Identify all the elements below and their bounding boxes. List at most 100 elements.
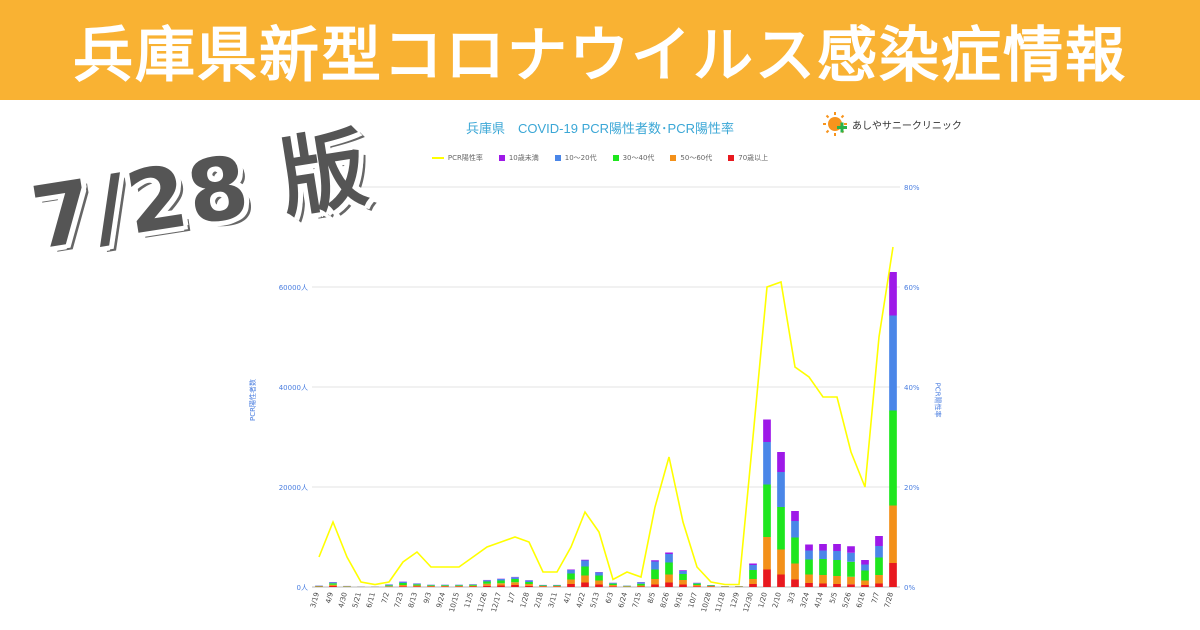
bar-segment bbox=[567, 584, 575, 587]
x-tick-label: 4/22 bbox=[575, 591, 587, 608]
bar-segment bbox=[483, 583, 491, 586]
y-tick-label-right: 60% bbox=[904, 284, 920, 292]
bar-segment bbox=[651, 560, 659, 562]
bar-segment bbox=[469, 584, 477, 586]
bar-segment bbox=[889, 505, 897, 563]
bar-segment bbox=[749, 570, 757, 579]
bar-segment bbox=[567, 570, 575, 574]
bar-segment bbox=[651, 561, 659, 570]
x-tick-label: 11/18 bbox=[714, 591, 727, 613]
bar-segment bbox=[455, 584, 463, 586]
bar-segment bbox=[693, 582, 701, 584]
banner-title: 兵庫県新型コロナウイルス感染症情報 bbox=[73, 20, 1127, 91]
bar-segment bbox=[791, 537, 799, 564]
bar-segment bbox=[609, 582, 617, 584]
bar-segment bbox=[679, 570, 687, 571]
bar-segment bbox=[637, 582, 645, 584]
bar-segment bbox=[833, 560, 841, 576]
clinic-logo: あしやサニークリニック bbox=[822, 110, 962, 138]
bar-segment bbox=[749, 563, 757, 565]
bar-segment bbox=[511, 577, 519, 579]
bar-segment bbox=[847, 561, 855, 577]
bar-segment bbox=[441, 586, 449, 587]
clinic-name: あしやサニークリニック bbox=[852, 120, 962, 132]
bar-segment bbox=[777, 472, 785, 507]
bar-segment bbox=[861, 570, 869, 581]
bar-segment bbox=[637, 583, 645, 586]
bar-segment bbox=[763, 537, 771, 570]
bar-segment bbox=[427, 584, 435, 586]
bar-segment bbox=[889, 315, 897, 411]
bar-segment bbox=[413, 583, 421, 585]
x-tick-label: 1/20 bbox=[757, 591, 769, 608]
bar-segment bbox=[875, 583, 883, 587]
bar-segment bbox=[861, 560, 869, 565]
bar-segment bbox=[595, 572, 603, 576]
bar-segment bbox=[525, 580, 533, 582]
x-tick-label: 3/24 bbox=[799, 591, 811, 609]
bar-segment bbox=[553, 585, 561, 586]
bar-segment bbox=[805, 550, 813, 560]
bar-segment bbox=[819, 575, 827, 584]
bar-segment bbox=[413, 584, 421, 586]
bar-segment bbox=[427, 585, 435, 586]
x-tick-label: 2/18 bbox=[533, 591, 545, 608]
bar-segment bbox=[483, 580, 491, 582]
bar-segment bbox=[665, 562, 673, 575]
bar-segment bbox=[805, 544, 813, 551]
bar-segment bbox=[847, 552, 855, 562]
x-tick-label: 3/3 bbox=[786, 591, 797, 604]
legend-swatch bbox=[498, 155, 505, 161]
legend-label: 70歳以上 bbox=[738, 154, 769, 162]
bar-segment bbox=[329, 586, 337, 587]
bar-segment bbox=[749, 579, 757, 584]
bar-segment bbox=[665, 552, 673, 554]
bar-segment bbox=[861, 580, 869, 585]
x-tick-label: 7/15 bbox=[631, 591, 643, 608]
bar-segment bbox=[399, 586, 407, 587]
legend-label: PCR陽性率 bbox=[447, 154, 483, 162]
bar-segment bbox=[497, 580, 505, 584]
x-tick-label: 3/19 bbox=[309, 591, 321, 608]
bar-segment bbox=[469, 584, 477, 585]
bar-segment bbox=[623, 585, 631, 587]
bar-segment bbox=[413, 585, 421, 587]
bar-segment bbox=[777, 574, 785, 587]
bar-segment bbox=[609, 585, 617, 587]
bar-segment bbox=[847, 584, 855, 587]
bar-segment bbox=[679, 584, 687, 587]
legend-item: PCR陽性率 bbox=[431, 153, 483, 163]
bar-segment bbox=[889, 563, 897, 587]
legend-label: 10～20代 bbox=[564, 154, 597, 162]
bar-segment bbox=[833, 551, 841, 560]
legend-swatch bbox=[554, 155, 561, 161]
bar-segment bbox=[693, 585, 701, 587]
bar-segment bbox=[791, 563, 799, 580]
x-tick-label: 1/7 bbox=[506, 591, 517, 604]
bar-segment bbox=[329, 584, 337, 586]
bar-segment bbox=[819, 559, 827, 575]
header-banner: 兵庫県新型コロナウイルス感染症情報 bbox=[0, 0, 1200, 100]
bar-segment bbox=[399, 581, 407, 583]
bar-segment bbox=[637, 585, 645, 587]
bar-segment bbox=[763, 484, 771, 537]
bar-segment bbox=[511, 582, 519, 585]
bar-segment bbox=[861, 564, 869, 571]
bar-segment bbox=[581, 559, 589, 561]
bar-segment bbox=[483, 585, 491, 587]
x-tick-label: 6/24 bbox=[617, 591, 629, 609]
legend-swatch bbox=[670, 155, 677, 161]
bar-segment bbox=[665, 574, 673, 583]
x-tick-label: 6/16 bbox=[855, 591, 867, 609]
x-tick-label: 4/30 bbox=[337, 591, 349, 608]
x-tick-label: 2/10 bbox=[771, 591, 783, 608]
x-tick-label: 3/11 bbox=[547, 591, 559, 608]
bar-segment bbox=[665, 554, 673, 563]
bar-segment bbox=[749, 584, 757, 587]
bar-segment bbox=[455, 586, 463, 587]
x-tick-label: 5/26 bbox=[841, 591, 853, 609]
bar-segment bbox=[889, 272, 897, 316]
bar-segment bbox=[511, 585, 519, 587]
bar-segment bbox=[385, 584, 393, 586]
